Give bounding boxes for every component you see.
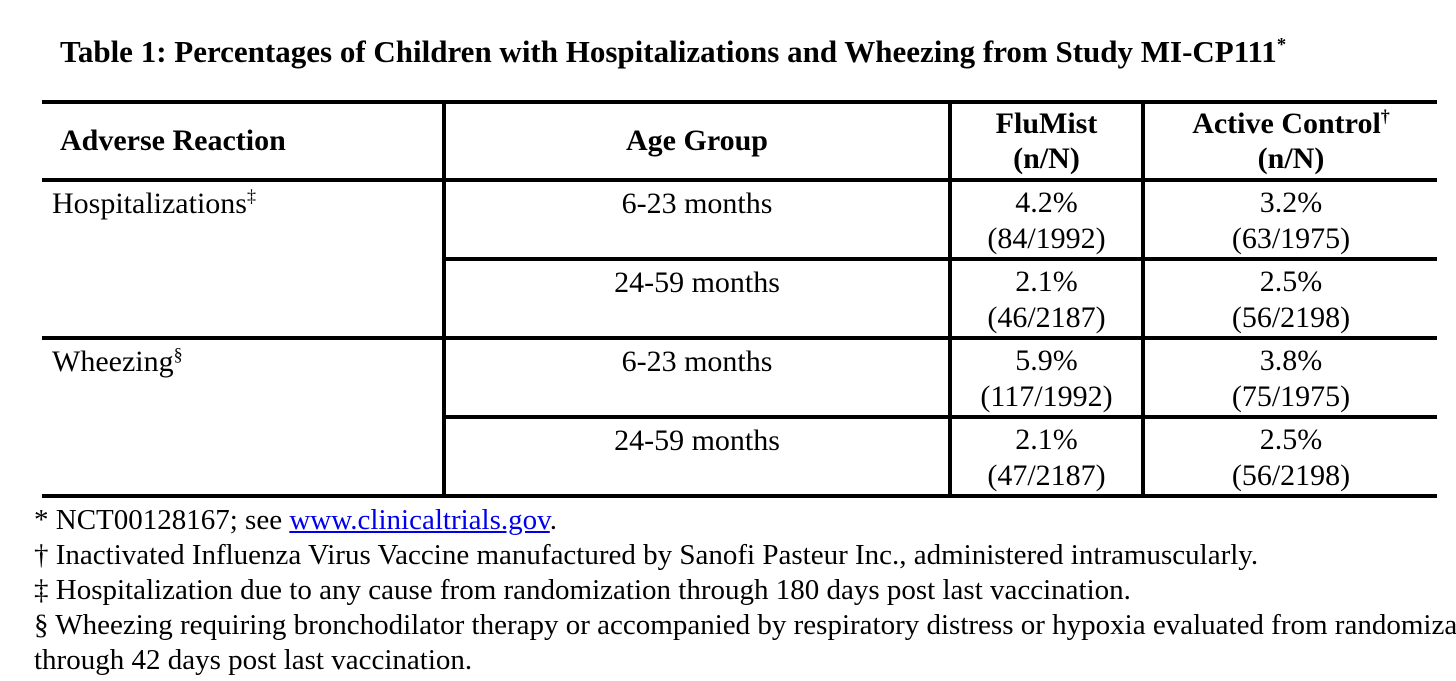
cell-reaction-wheezing: Wheezing§ (42, 336, 446, 498)
control-fraction: (56/2198) (1231, 301, 1351, 334)
footnote-section-line2: through 42 days post last vaccination. (34, 644, 473, 676)
control-fraction: (63/1975) (1231, 222, 1351, 255)
control-percent: 2.5% (1259, 265, 1323, 298)
footnotes: * NCT00128167; see www.clinicaltrials.go… (34, 503, 1456, 678)
cell-control-value: 3.8% (75/1975) (1141, 336, 1437, 419)
control-percent: 2.5% (1259, 423, 1323, 456)
cell-age-group: 24-59 months (442, 415, 952, 498)
flumist-percent: 2.1% (1015, 265, 1078, 298)
header-adverse-reaction: Adverse Reaction (42, 100, 446, 182)
cell-control-value: 3.2% (63/1975) (1141, 178, 1437, 261)
table-title: Table 1: Percentages of Children with Ho… (60, 34, 1286, 70)
cell-flumist-value: 2.1% (47/2187) (948, 415, 1145, 498)
header-flumist-nn: (n/N) (1013, 142, 1080, 175)
footnote-section-line1: § Wheezing requiring bronchodilator ther… (34, 609, 1456, 641)
header-active-control: Active Control† (n/N) (1141, 100, 1437, 182)
control-percent: 3.8% (1259, 344, 1323, 377)
wheezing-footnote-marker: § (173, 344, 183, 364)
header-flumist: FluMist (n/N) (948, 100, 1145, 182)
table-row: 24-59 months 2.1% (47/2187) 2.5% (56/219… (42, 415, 1437, 498)
cell-control-value: 2.5% (56/2198) (1141, 257, 1437, 340)
cell-age-group: 6-23 months (442, 336, 952, 419)
header-age-group: Age Group (442, 100, 952, 182)
header-active-control-footnote-marker: † (1380, 106, 1390, 126)
table-row: Wheezing§ 6-23 months 5.9% (117/1992) 3.… (42, 336, 1437, 498)
footnote-dagger: † Inactivated Influenza Virus Vaccine ma… (34, 539, 1259, 571)
control-fraction: (56/2198) (1231, 459, 1351, 492)
flumist-percent: 2.1% (1015, 423, 1078, 456)
cell-age-group: 24-59 months (442, 257, 952, 340)
table-header-row: Adverse Reaction Age Group FluMist (n/N)… (42, 100, 1437, 182)
cell-control-value: 2.5% (56/2198) (1141, 415, 1437, 498)
table-title-text: Table 1: Percentages of Children with Ho… (60, 34, 1277, 69)
header-active-control-nn: (n/N) (1257, 142, 1325, 175)
cell-flumist-value: 2.1% (46/2187) (948, 257, 1145, 340)
footnote-double-dagger: ‡ Hospitalization due to any cause from … (34, 574, 1131, 606)
header-flumist-name: FluMist (995, 107, 1098, 140)
cell-reaction-hospitalizations: Hospitalizations‡ (42, 178, 446, 340)
flumist-percent: 5.9% (1015, 344, 1078, 377)
clinicaltrials-link[interactable]: www.clinicaltrials.gov (289, 504, 550, 536)
cell-flumist-value: 5.9% (117/1992) (948, 336, 1145, 419)
flumist-fraction: (47/2187) (987, 459, 1106, 492)
adverse-reactions-table: Adverse Reaction Age Group FluMist (n/N)… (42, 100, 1437, 498)
flumist-fraction: (117/1992) (980, 380, 1113, 413)
table-row: Hospitalizations‡ 6-23 months 4.2% (84/1… (42, 178, 1437, 340)
control-percent: 3.2% (1259, 186, 1323, 219)
table-row: 24-59 months 2.1% (46/2187) 2.5% (56/219… (42, 257, 1437, 340)
cell-flumist-value: 4.2% (84/1992) (948, 178, 1145, 261)
header-active-control-name: Active Control† (1192, 106, 1390, 140)
control-fraction: (75/1975) (1231, 380, 1351, 413)
table-title-footnote-marker: * (1276, 34, 1287, 56)
flumist-fraction: (46/2187) (987, 301, 1106, 334)
flumist-fraction: (84/1992) (987, 222, 1106, 255)
footnote-asterisk: * NCT00128167; see www.clinicaltrials.go… (34, 504, 557, 536)
flumist-percent: 4.2% (1015, 186, 1078, 219)
hospitalizations-footnote-marker: ‡ (246, 186, 256, 206)
cell-age-group: 6-23 months (442, 178, 952, 261)
